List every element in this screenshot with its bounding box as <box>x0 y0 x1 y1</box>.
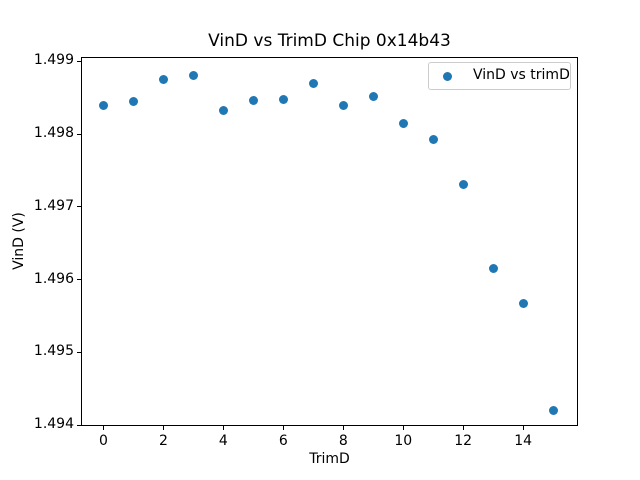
plot-area <box>81 57 578 426</box>
x-tick-label: 10 <box>394 433 413 449</box>
x-tick-label: 0 <box>99 433 108 449</box>
x-tick-label: 8 <box>338 433 348 449</box>
y-tick-mark <box>77 279 81 281</box>
x-tick-mark <box>342 426 344 430</box>
y-tick-label: 1.498 <box>33 125 74 142</box>
data-point <box>428 135 438 145</box>
data-point <box>218 106 228 116</box>
legend-marker-icon <box>443 72 452 81</box>
y-tick-mark <box>77 206 81 208</box>
y-tick-label: 1.494 <box>33 416 74 433</box>
y-tick-mark <box>77 351 81 353</box>
x-tick-label: 12 <box>454 433 473 449</box>
y-tick-label: 1.499 <box>33 52 74 69</box>
y-tick-label: 1.497 <box>33 197 74 214</box>
data-point <box>368 91 378 101</box>
x-tick-mark <box>102 426 104 430</box>
x-axis-label: TrimD <box>309 451 350 467</box>
data-point <box>278 94 288 104</box>
data-point <box>488 263 498 273</box>
x-tick-mark <box>462 426 464 430</box>
data-point <box>308 78 318 88</box>
x-tick-mark <box>282 426 284 430</box>
y-tick-mark <box>77 60 81 62</box>
data-point <box>158 75 168 85</box>
legend-entry-label: VinD vs trimD <box>473 67 570 83</box>
y-tick-mark <box>77 424 81 426</box>
data-point <box>398 119 408 129</box>
x-tick-label: 14 <box>514 433 533 449</box>
legend-box: VinD vs trimD <box>428 62 571 90</box>
x-tick-mark <box>162 426 164 430</box>
x-tick-label: 6 <box>278 433 288 449</box>
data-point <box>548 406 558 416</box>
data-point <box>248 96 258 106</box>
data-point <box>458 179 468 189</box>
data-point <box>128 96 138 106</box>
data-point <box>188 70 198 80</box>
y-tick-label: 1.496 <box>33 270 74 287</box>
x-tick-mark <box>402 426 404 430</box>
x-tick-mark <box>522 426 524 430</box>
data-point <box>518 299 528 309</box>
data-point <box>338 100 348 110</box>
x-tick-mark <box>222 426 224 430</box>
data-point <box>98 100 108 110</box>
y-tick-mark <box>77 133 81 135</box>
x-tick-label: 2 <box>158 433 168 449</box>
y-tick-label: 1.495 <box>33 343 74 360</box>
chart-title: VinD vs TrimD Chip 0x14b43 <box>208 31 451 51</box>
x-tick-label: 4 <box>218 433 228 449</box>
